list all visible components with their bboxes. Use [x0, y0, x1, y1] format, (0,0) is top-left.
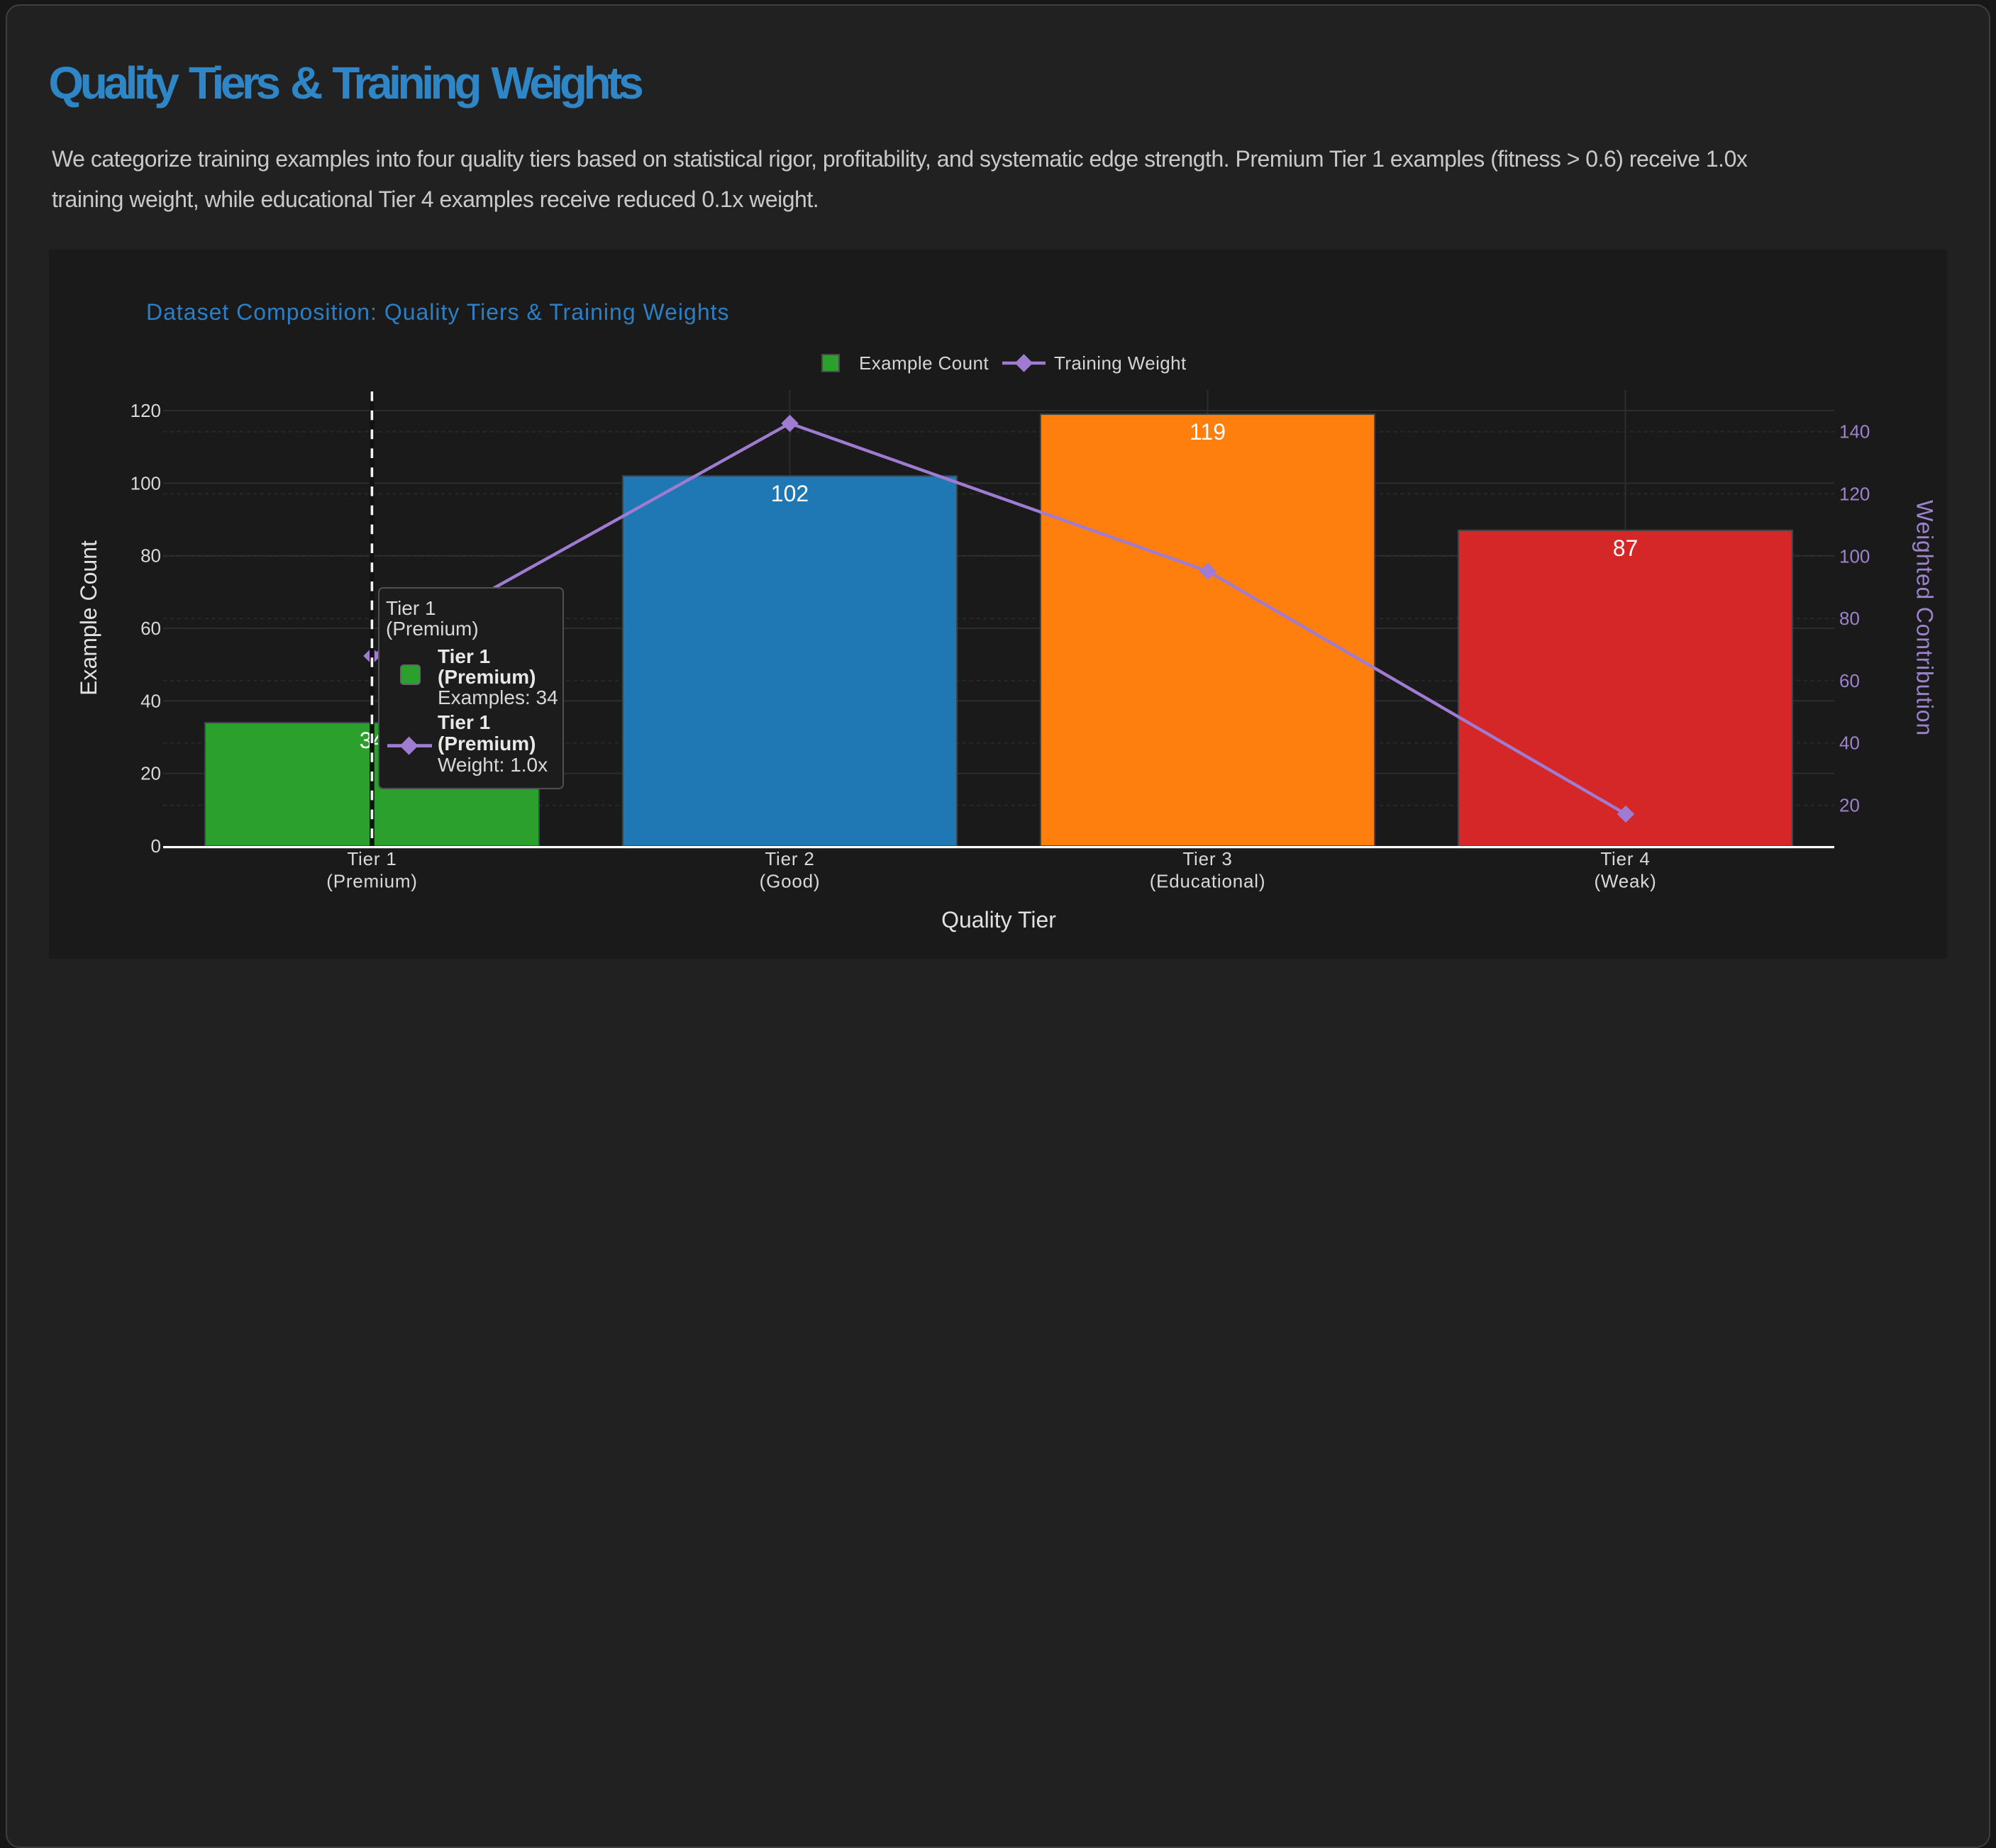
svg-text:140: 140 [1839, 421, 1870, 442]
svg-text:(Premium): (Premium) [386, 618, 479, 640]
svg-text:Example Count: Example Count [859, 352, 989, 374]
svg-text:Tier 1: Tier 1 [438, 711, 490, 733]
svg-text:20: 20 [140, 763, 161, 784]
svg-text:Tier 1: Tier 1 [347, 848, 397, 869]
svg-text:80: 80 [140, 545, 161, 567]
svg-text:102: 102 [771, 481, 809, 506]
svg-text:60: 60 [1839, 670, 1860, 691]
svg-text:100: 100 [131, 472, 161, 494]
svg-text:(Premium): (Premium) [326, 871, 418, 892]
svg-text:119: 119 [1190, 419, 1226, 445]
svg-text:40: 40 [140, 690, 161, 711]
svg-text:Tier 1: Tier 1 [386, 597, 436, 619]
svg-text:120: 120 [1839, 484, 1870, 505]
svg-text:40: 40 [1839, 733, 1860, 754]
svg-text:Example Count: Example Count [76, 540, 101, 696]
svg-text:Weight: 1.0x: Weight: 1.0x [438, 754, 548, 776]
svg-text:100: 100 [1839, 545, 1870, 567]
svg-text:80: 80 [1839, 608, 1860, 629]
svg-text:Quality Tier: Quality Tier [941, 907, 1056, 933]
svg-text:(Weak): (Weak) [1594, 871, 1656, 892]
svg-text:Training Weight: Training Weight [1054, 352, 1187, 374]
svg-text:(Good): (Good) [760, 871, 821, 892]
svg-text:Examples: 34: Examples: 34 [438, 686, 558, 708]
svg-text:120: 120 [131, 400, 161, 421]
svg-text:0: 0 [151, 835, 161, 857]
svg-text:(Premium): (Premium) [438, 733, 536, 755]
svg-text:60: 60 [140, 618, 161, 639]
svg-text:20: 20 [1839, 795, 1860, 816]
svg-text:Dataset Composition: Quality T: Dataset Composition: Quality Tiers & Tra… [146, 299, 730, 325]
svg-text:Tier 1: Tier 1 [438, 645, 490, 667]
svg-text:Tier 2: Tier 2 [765, 848, 814, 869]
svg-text:Weighted Contribution: Weighted Contribution [1912, 500, 1937, 736]
svg-text:Tier 3: Tier 3 [1182, 848, 1232, 869]
svg-text:(Premium): (Premium) [438, 666, 536, 688]
svg-text:Tier 4: Tier 4 [1600, 848, 1650, 869]
svg-text:(Educational): (Educational) [1150, 871, 1266, 892]
svg-text:87: 87 [1613, 535, 1639, 561]
